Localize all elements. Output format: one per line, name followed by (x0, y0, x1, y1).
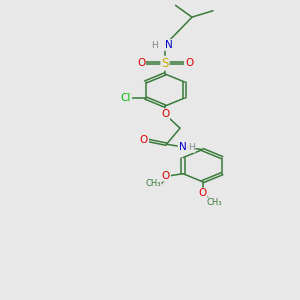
Text: S: S (161, 57, 169, 70)
Text: Cl: Cl (121, 93, 131, 103)
Text: N: N (178, 142, 186, 152)
Text: H: H (151, 40, 158, 50)
Text: O: O (162, 171, 170, 181)
Text: CH₃: CH₃ (145, 179, 161, 188)
Text: O: O (140, 135, 148, 145)
Text: O: O (137, 58, 145, 68)
Text: O: O (198, 188, 207, 199)
Text: N: N (165, 40, 172, 50)
Text: O: O (185, 58, 193, 68)
Text: CH₃: CH₃ (207, 198, 222, 207)
Text: H: H (188, 143, 195, 152)
Text: O: O (161, 109, 169, 119)
